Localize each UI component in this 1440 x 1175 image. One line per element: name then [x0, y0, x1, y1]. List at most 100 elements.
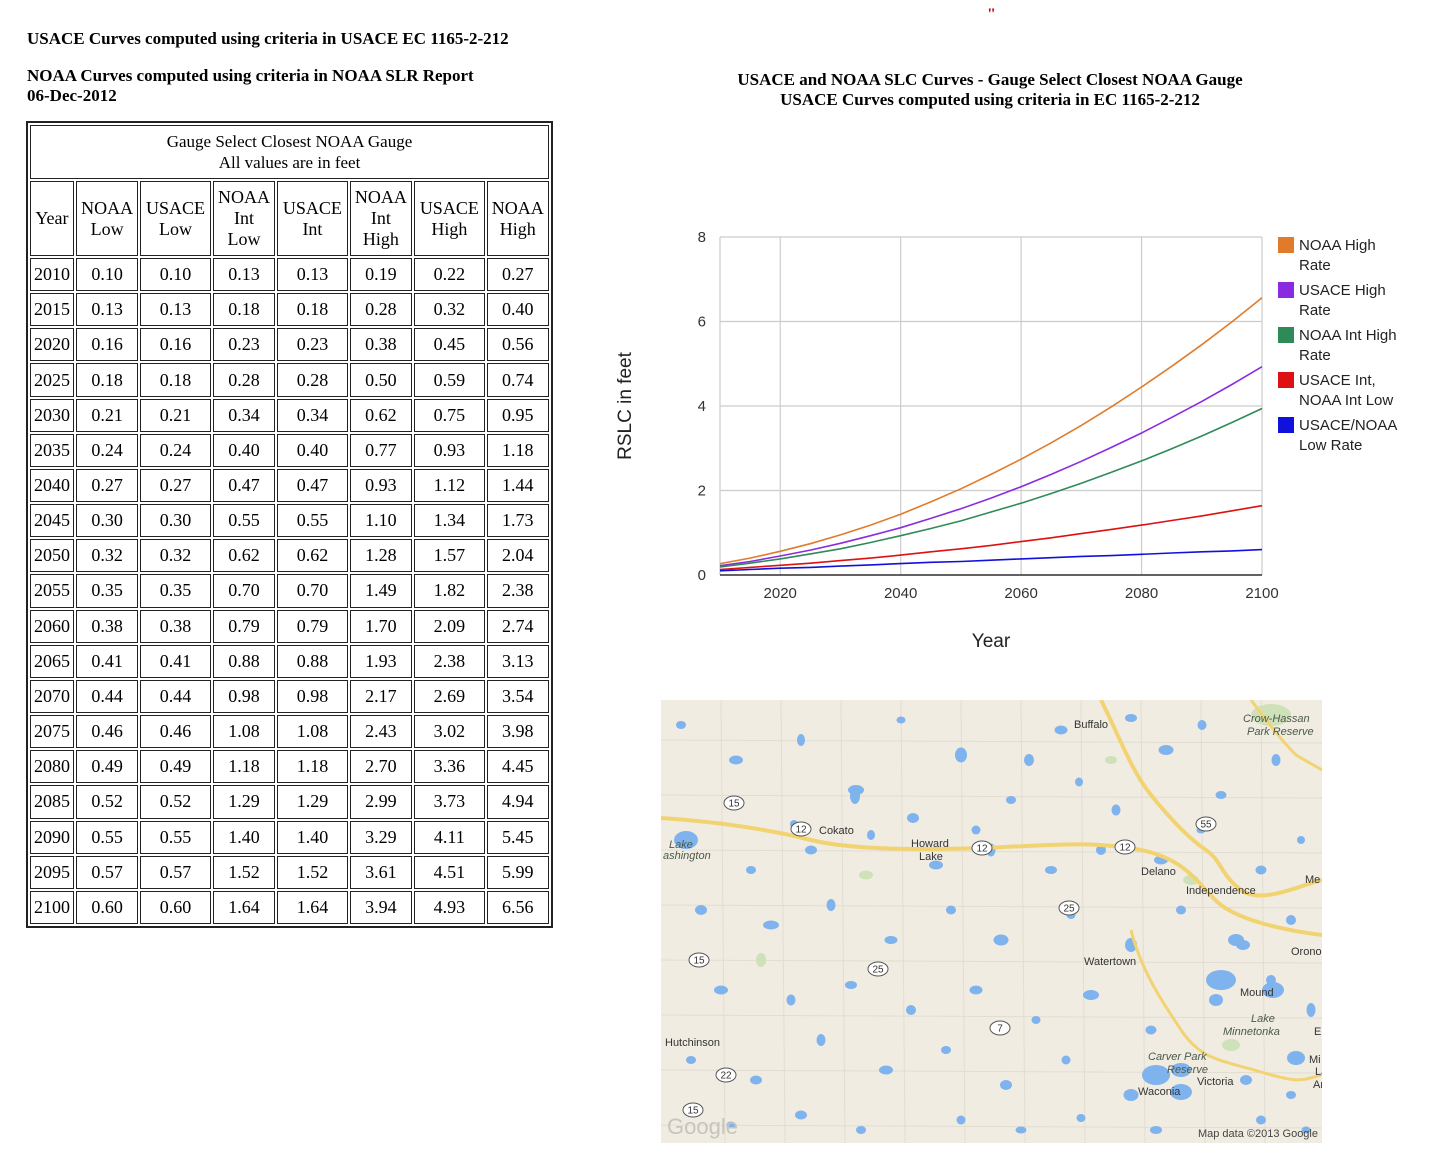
map-place-label: Orono: [1291, 946, 1322, 958]
lake: [969, 985, 983, 995]
chart-subtitle: USACE Curves computed using criteria in …: [780, 90, 1200, 109]
table-row: 2080 0.49 0.49 1.18 1.18 2.70 3.36 4.45: [30, 750, 549, 784]
route-shield-label: 22: [720, 1071, 732, 1082]
table-header-row: Year NOAA Low USACE Low NOAA Int Low USACE Int NOA…: [30, 181, 549, 256]
lake: [686, 1056, 696, 1064]
column-header: NOAA Int High: [349, 181, 413, 256]
legend-swatch: [1278, 372, 1294, 388]
value-cell: 0.79: [277, 609, 348, 643]
value-cell: 1.08: [277, 715, 348, 749]
legend-label: Rate: [1299, 257, 1331, 274]
value-cell: 4.94: [486, 785, 549, 819]
value-cell: 0.49: [140, 750, 211, 784]
map-place-label: Minnetonka: [1223, 1026, 1280, 1038]
lake: [1262, 982, 1284, 998]
value-cell: 0.93: [414, 433, 485, 467]
lake: [1096, 845, 1106, 855]
park-area: [859, 870, 873, 880]
route-shield: [723, 795, 745, 811]
park-area: [756, 953, 766, 967]
lake: [907, 813, 919, 823]
map-place-label: Mound: [1240, 987, 1274, 999]
year-cell: 2100: [30, 890, 74, 924]
lake: [1271, 754, 1281, 766]
map-place-label: Delano: [1141, 866, 1176, 878]
legend-label: NOAA Int Low: [1299, 392, 1393, 409]
lake: [1236, 940, 1250, 950]
lake: [1142, 1065, 1170, 1085]
value-cell: 0.27: [75, 468, 139, 503]
minor-road: [661, 959, 1322, 964]
minor-road: [661, 1069, 1322, 1074]
lake: [1125, 714, 1137, 722]
value-cell: 0.24: [140, 433, 211, 467]
location-map[interactable]: Buffalo Crow-Hassan Park Reserve Cokato Howa…: [661, 700, 1322, 1143]
table-row: 2055 0.35 0.35 0.70 0.70 1.49 1.82 2.38: [30, 574, 549, 608]
year-cell: 2010: [30, 258, 74, 292]
map-place-label: La: [1315, 1066, 1322, 1078]
value-cell: 0.52: [140, 785, 211, 819]
route-shield-label: 25: [1063, 904, 1075, 915]
table-row: 2085 0.52 0.52 1.29 1.29 2.99 3.73 4.94: [30, 785, 549, 819]
value-cell: 0.62: [212, 539, 276, 573]
year-cell: 2015: [30, 293, 74, 327]
lake: [1045, 866, 1057, 874]
value-cell: 0.55: [212, 504, 276, 538]
value-cell: 0.77: [349, 433, 413, 467]
lake: [1006, 796, 1016, 804]
year-cell: 2040: [30, 468, 74, 503]
value-cell: 0.13: [140, 293, 211, 327]
series-line: [719, 297, 1263, 565]
value-cell: 1.29: [277, 785, 348, 819]
map-place-label: Buffalo: [1074, 719, 1108, 731]
value-cell: 0.62: [349, 398, 413, 432]
legend-label: USACE Int,: [1299, 372, 1376, 389]
route-shield: [971, 840, 993, 856]
lake: [1083, 990, 1099, 1000]
route-shield-label: 15: [687, 1106, 699, 1117]
map-place-label: Independence: [1186, 885, 1256, 897]
x-tick-label: 2040: [884, 585, 917, 602]
value-cell: 0.23: [212, 328, 276, 362]
lake: [714, 985, 728, 995]
lake: [1287, 1051, 1305, 1065]
value-cell: 4.11: [414, 820, 485, 854]
value-cell: 2.70: [349, 750, 413, 784]
value-cell: 1.08: [212, 715, 276, 749]
minor-road: [960, 700, 966, 1143]
value-cell: 2.43: [349, 715, 413, 749]
year-cell: 2065: [30, 644, 74, 678]
lake: [971, 825, 981, 835]
lake: [729, 755, 743, 765]
table-caption-line-2: All values are in feet: [218, 153, 361, 172]
lake: [1215, 791, 1227, 799]
lake: [941, 1046, 951, 1054]
slr-table: Gauge Select Closest NOAA Gauge All valu…: [26, 121, 553, 928]
value-cell: 3.02: [414, 715, 485, 749]
route-shield-label: 7: [997, 1024, 1003, 1035]
value-cell: 0.28: [349, 293, 413, 327]
value-cell: 0.13: [212, 258, 276, 292]
lake: [676, 721, 686, 729]
value-cell: 4.93: [414, 890, 485, 924]
value-cell: 0.22: [414, 258, 485, 292]
value-cell: 0.88: [212, 644, 276, 678]
year-cell: 2090: [30, 820, 74, 854]
lake: [956, 1115, 966, 1125]
value-cell: 3.29: [349, 820, 413, 854]
value-cell: 1.12: [414, 468, 485, 503]
minor-road: [1080, 700, 1086, 1143]
y-tick-label: 2: [698, 483, 706, 500]
value-cell: 2.38: [486, 574, 549, 608]
series-line: [719, 366, 1263, 567]
year-cell: 2075: [30, 715, 74, 749]
table-row: 2060 0.38 0.38 0.79 0.79 1.70 2.09 2.74: [30, 609, 549, 643]
value-cell: 0.57: [140, 855, 211, 889]
value-cell: 4.45: [486, 750, 549, 784]
value-cell: 1.70: [349, 609, 413, 643]
route-shield: [867, 961, 889, 977]
legend-label: USACE High: [1299, 282, 1386, 299]
lake: [805, 845, 817, 855]
legend-label: NOAA Int High: [1299, 327, 1397, 344]
